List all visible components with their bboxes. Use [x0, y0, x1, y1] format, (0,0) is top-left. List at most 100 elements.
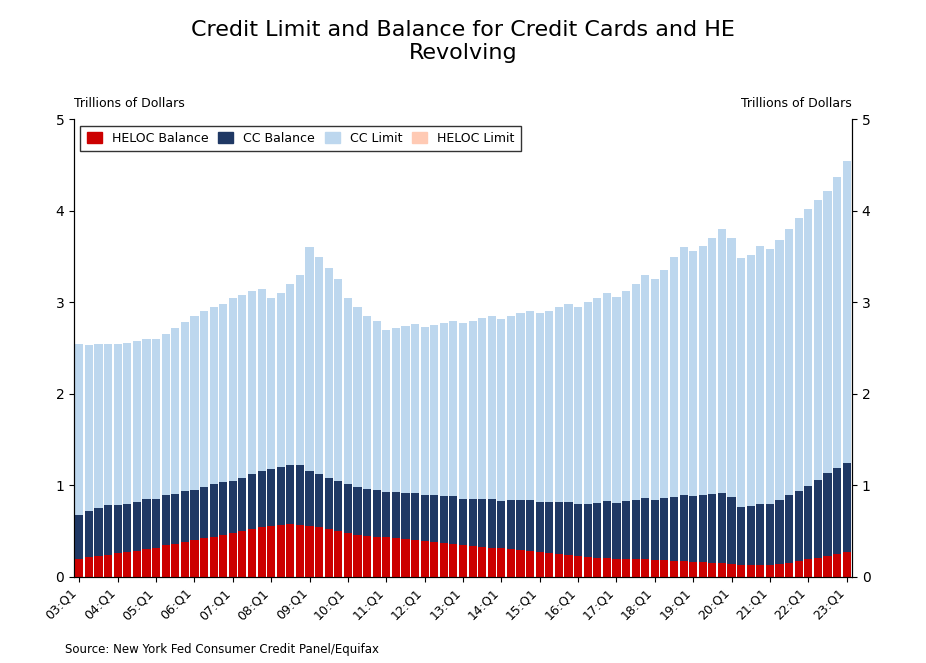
Bar: [565, 512, 572, 577]
Bar: [689, 562, 697, 577]
Bar: [431, 326, 438, 577]
Bar: [535, 511, 544, 577]
Bar: [718, 512, 726, 577]
Bar: [181, 322, 189, 577]
Bar: [306, 526, 314, 577]
Bar: [171, 544, 180, 577]
Bar: [478, 546, 486, 577]
Bar: [728, 512, 735, 577]
Bar: [277, 524, 285, 577]
Bar: [680, 562, 688, 577]
Bar: [603, 293, 611, 577]
Bar: [401, 493, 409, 539]
Bar: [622, 512, 630, 577]
Bar: [94, 508, 103, 556]
Bar: [757, 245, 764, 577]
Bar: [257, 527, 266, 577]
Bar: [401, 486, 409, 577]
Bar: [728, 238, 735, 577]
Bar: [325, 461, 332, 577]
Bar: [238, 478, 246, 531]
Bar: [229, 533, 237, 577]
Bar: [766, 510, 774, 577]
Bar: [431, 495, 438, 542]
Bar: [382, 538, 391, 577]
Bar: [132, 551, 141, 577]
Bar: [535, 314, 544, 577]
Bar: [632, 560, 640, 577]
Bar: [651, 500, 659, 560]
Bar: [699, 495, 707, 562]
Bar: [641, 512, 649, 577]
Bar: [440, 497, 448, 543]
Bar: [114, 495, 122, 577]
Bar: [814, 502, 822, 577]
Bar: [257, 471, 266, 527]
Bar: [267, 453, 275, 577]
Bar: [795, 562, 803, 577]
Bar: [162, 334, 169, 577]
Bar: [632, 500, 640, 560]
Bar: [85, 511, 93, 557]
Bar: [804, 560, 812, 577]
Bar: [200, 469, 208, 577]
Bar: [594, 512, 601, 577]
Bar: [401, 539, 409, 577]
Bar: [680, 247, 688, 577]
Bar: [344, 469, 352, 577]
Bar: [526, 510, 534, 577]
Bar: [775, 509, 783, 577]
Bar: [411, 493, 419, 540]
Bar: [104, 343, 112, 577]
Bar: [651, 512, 659, 577]
Bar: [574, 556, 582, 577]
Bar: [248, 529, 257, 577]
Bar: [104, 505, 112, 555]
Bar: [363, 316, 371, 577]
Bar: [143, 339, 151, 577]
Bar: [123, 490, 131, 577]
Bar: [334, 465, 343, 577]
Bar: [757, 565, 764, 577]
Bar: [143, 499, 151, 550]
Bar: [699, 245, 707, 577]
Text: Credit Limit and Balance for Credit Cards and HE
Revolving: Credit Limit and Balance for Credit Card…: [191, 20, 735, 63]
Bar: [162, 545, 169, 577]
Bar: [641, 498, 649, 560]
Bar: [814, 200, 822, 577]
Bar: [603, 512, 611, 577]
Bar: [766, 504, 774, 565]
Bar: [286, 284, 294, 577]
Bar: [660, 498, 669, 560]
Bar: [449, 321, 457, 577]
Bar: [680, 495, 688, 562]
Bar: [114, 343, 122, 577]
Bar: [785, 507, 794, 577]
Bar: [517, 500, 525, 550]
Bar: [344, 298, 352, 577]
Bar: [622, 291, 630, 577]
Bar: [459, 499, 467, 545]
Bar: [209, 485, 218, 536]
Bar: [431, 492, 438, 577]
Legend: HELOC Balance, CC Balance, CC Limit, HELOC Limit: HELOC Balance, CC Balance, CC Limit, HEL…: [81, 125, 521, 151]
Bar: [843, 497, 851, 577]
Bar: [517, 550, 525, 577]
Bar: [229, 463, 237, 577]
Bar: [459, 545, 467, 577]
Bar: [114, 553, 122, 577]
Bar: [75, 514, 83, 558]
Bar: [267, 469, 275, 526]
Bar: [200, 312, 208, 577]
Bar: [171, 476, 180, 577]
Bar: [372, 490, 381, 536]
Bar: [757, 511, 764, 577]
Bar: [545, 553, 554, 577]
Bar: [104, 555, 112, 577]
Bar: [804, 504, 812, 577]
Bar: [708, 238, 717, 577]
Bar: [785, 495, 794, 563]
Bar: [632, 284, 640, 577]
Bar: [401, 326, 409, 577]
Bar: [680, 512, 688, 577]
